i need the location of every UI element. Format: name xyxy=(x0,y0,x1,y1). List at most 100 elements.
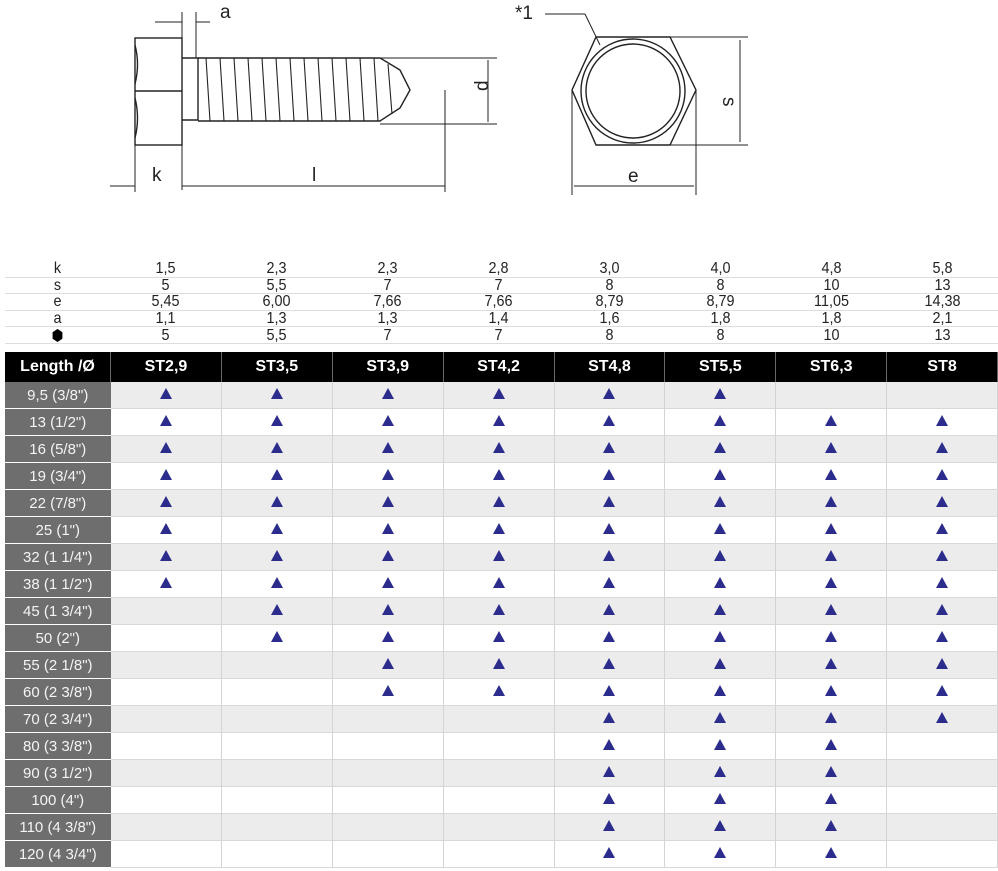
availability-cell xyxy=(221,624,333,652)
triangle-icon xyxy=(714,631,727,642)
availability-cell xyxy=(554,840,666,868)
triangle-icon xyxy=(825,442,838,453)
table-row: 100 (4") xyxy=(5,786,998,814)
availability-cell xyxy=(886,651,998,679)
triangle-icon xyxy=(492,685,505,696)
availability-cell xyxy=(664,705,777,733)
triangle-icon xyxy=(381,685,394,696)
availability-cell xyxy=(664,462,777,490)
triangle-icon xyxy=(492,442,505,453)
spec-value: 2,8 xyxy=(448,261,549,278)
triangle-icon xyxy=(936,442,949,453)
availability-cell xyxy=(554,624,666,652)
triangle-icon xyxy=(159,415,172,426)
triangle-icon xyxy=(492,631,505,642)
availability-cell xyxy=(332,462,444,490)
availability-cell xyxy=(221,786,333,814)
availability-cell xyxy=(221,813,333,841)
availability-cell xyxy=(332,543,444,571)
availability-cell xyxy=(221,840,333,868)
triangle-icon xyxy=(825,523,838,534)
triangle-icon xyxy=(492,523,505,534)
triangle-icon xyxy=(270,496,283,507)
availability-cell xyxy=(110,678,222,706)
spec-value: 1,5 xyxy=(115,261,216,278)
availability-cell xyxy=(775,570,888,598)
triangle-icon xyxy=(381,388,394,399)
availability-cell xyxy=(664,408,777,436)
availability-cell xyxy=(443,462,555,490)
availability-cell xyxy=(443,489,555,517)
availability-cell xyxy=(664,840,777,868)
triangle-icon xyxy=(603,523,616,534)
availability-cell xyxy=(664,732,777,760)
availability-cell xyxy=(332,382,444,409)
availability-cell xyxy=(886,705,998,733)
availability-cell xyxy=(554,678,666,706)
spec-value: 5 xyxy=(115,326,216,344)
availability-cell xyxy=(886,489,998,517)
availability-cell xyxy=(443,678,555,706)
triangle-icon xyxy=(825,685,838,696)
availability-cell xyxy=(110,543,222,571)
triangle-icon xyxy=(714,442,727,453)
availability-cell xyxy=(554,759,666,787)
triangle-icon xyxy=(936,604,949,615)
row-length-label: 70 (2 3/4") xyxy=(5,705,111,733)
availability-cell xyxy=(221,516,333,544)
spec-value: 8 xyxy=(670,277,771,295)
triangle-icon xyxy=(825,550,838,561)
spec-value: 1,8 xyxy=(670,310,771,328)
note-label: *1 xyxy=(515,3,533,24)
availability-cell xyxy=(775,408,888,436)
dim-label-s: s xyxy=(718,97,739,107)
availability-cell xyxy=(775,382,888,409)
availability-cell xyxy=(332,624,444,652)
spec-value: 1,4 xyxy=(448,310,549,328)
triangle-icon xyxy=(603,631,616,642)
triangle-icon xyxy=(714,739,727,750)
row-length-label: 22 (7/8") xyxy=(5,489,111,517)
spec-value: 1,1 xyxy=(115,310,216,328)
availability-cell xyxy=(221,382,333,409)
availability-cell xyxy=(886,382,998,409)
availability-cell xyxy=(886,678,998,706)
availability-cell xyxy=(443,408,555,436)
availability-cell xyxy=(221,489,333,517)
availability-cell xyxy=(554,570,666,598)
table-row: 50 (2") xyxy=(5,624,998,652)
availability-cell xyxy=(664,624,777,652)
triangle-icon xyxy=(603,577,616,588)
availability-cell xyxy=(664,489,777,517)
availability-cell xyxy=(443,732,555,760)
spec-row: k 1,5 2,3 2,3 2,8 3,0 4,0 4,8 5,8 xyxy=(5,261,998,278)
spec-row-label: a xyxy=(10,310,105,328)
triangle-icon xyxy=(159,469,172,480)
availability-cell xyxy=(332,570,444,598)
availability-cell xyxy=(332,840,444,868)
availability-cell xyxy=(554,435,666,463)
availability-cell xyxy=(554,786,666,814)
availability-cell xyxy=(886,624,998,652)
row-length-label: 55 (2 1/8") xyxy=(5,651,111,679)
triangle-icon xyxy=(936,631,949,642)
triangle-icon xyxy=(825,820,838,831)
screw-side-view xyxy=(110,12,497,192)
availability-cell xyxy=(443,516,555,544)
column-header-size: ST4,2 xyxy=(443,352,555,382)
triangle-icon xyxy=(825,712,838,723)
table-row: 32 (1 1/4") xyxy=(5,543,998,571)
screw-technical-drawing: a d k l *1 s e xyxy=(110,2,748,195)
availability-cell xyxy=(664,786,777,814)
availability-cell xyxy=(886,543,998,571)
availability-cell xyxy=(221,435,333,463)
spec-value: 13 xyxy=(892,277,993,295)
triangle-icon xyxy=(714,388,727,399)
triangle-icon xyxy=(714,550,727,561)
availability-cell xyxy=(775,489,888,517)
availability-cell xyxy=(554,489,666,517)
triangle-icon xyxy=(159,496,172,507)
availability-cell xyxy=(554,543,666,571)
triangle-icon xyxy=(492,550,505,561)
availability-cell xyxy=(110,408,222,436)
